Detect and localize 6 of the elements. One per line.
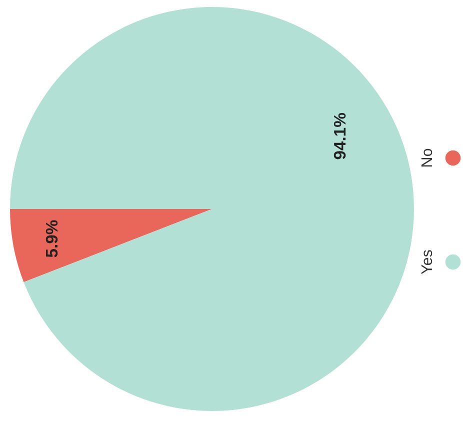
legend-label: Yes	[421, 250, 432, 274]
pie-slice	[10, 7, 414, 411]
data-label: 5.9%	[46, 220, 58, 258]
legend-label: No	[421, 148, 432, 167]
data-label: 94.1%	[334, 112, 346, 160]
pie-slice	[10, 209, 212, 282]
